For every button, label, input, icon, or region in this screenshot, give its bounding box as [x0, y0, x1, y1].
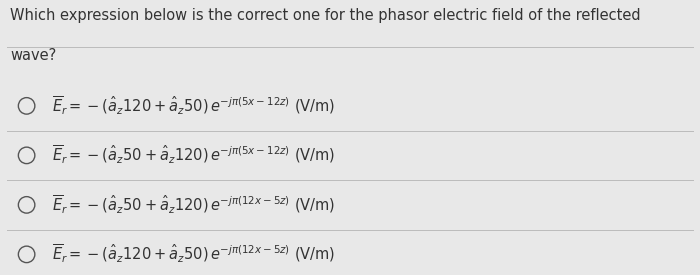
Text: wave?: wave? [10, 48, 57, 63]
Text: $\overline{E}_r = -(\hat{a}_z 120 + \hat{a}_z 50)\,e^{-j\pi(12x-5z)}$ (V/m): $\overline{E}_r = -(\hat{a}_z 120 + \hat… [52, 243, 336, 265]
Text: Which expression below is the correct one for the phasor electric field of the r: Which expression below is the correct on… [10, 8, 641, 23]
Text: $\overline{E}_r = -(\hat{a}_z 120 + \hat{a}_z 50)\,e^{-j\pi(5x-12z)}$ (V/m): $\overline{E}_r = -(\hat{a}_z 120 + \hat… [52, 95, 336, 117]
Text: $\overline{E}_r = -(\hat{a}_z 50 + \hat{a}_z 120)\,e^{-j\pi(5x-12z)}$ (V/m): $\overline{E}_r = -(\hat{a}_z 50 + \hat{… [52, 144, 336, 166]
Text: $\overline{E}_r = -(\hat{a}_z 50 + \hat{a}_z 120)\,e^{-j\pi(12x-5z)}$ (V/m): $\overline{E}_r = -(\hat{a}_z 50 + \hat{… [52, 194, 336, 216]
